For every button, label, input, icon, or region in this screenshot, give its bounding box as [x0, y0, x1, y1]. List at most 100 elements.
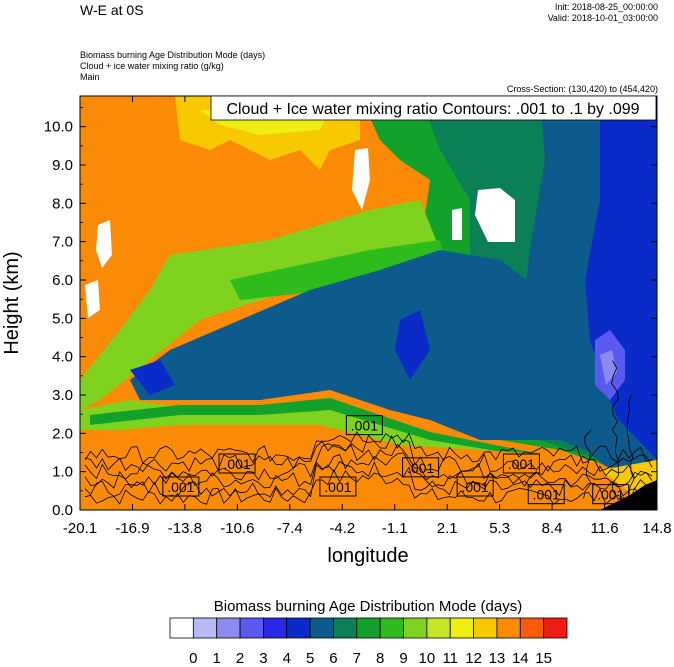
- contour-label-box: [162, 476, 200, 497]
- shading-band-14-bottom: [80, 440, 657, 510]
- colorbar-label: 4: [283, 650, 291, 667]
- colorbar-swatch: [403, 617, 428, 639]
- contour-label: .001: [462, 479, 489, 495]
- shading-band-0-b: [85, 280, 100, 318]
- y-axis-ticks: 0.0 1.0 2.0 3.0 4.0 5.0 6.0 7.0 8.0 9.0 10.0: [44, 107, 657, 519]
- contour-label-box: [592, 484, 630, 505]
- x-tick-label: -4.2: [329, 520, 355, 537]
- contour-title: Cloud + Ice water mixing ratio Contours:…: [226, 101, 639, 118]
- colorbar-swatch: [449, 617, 474, 639]
- y-tick-label: 6.0: [52, 272, 73, 289]
- shading-band-0-c: [352, 148, 370, 210]
- colorbar-swatch: [333, 617, 358, 639]
- valid-time: Valid: 2018-10-01_03:00:00: [547, 13, 658, 23]
- contour-title-box: [210, 95, 657, 121]
- contour-labels: .001 .001 .001 .001 .001 .001 .001 .001 .001: [162, 415, 630, 505]
- x-tick-label: -7.4: [277, 520, 303, 537]
- contour-label-box: [345, 415, 383, 436]
- colorbar-label: 13: [489, 650, 506, 667]
- desc-line-2: Cloud + ice water mixing ratio (g/kg): [80, 61, 224, 71]
- contour-label: .001: [324, 479, 351, 495]
- contour-line: [84, 443, 653, 481]
- colorbar-label: 12: [465, 650, 482, 667]
- colorbar-swatch: [379, 617, 404, 639]
- contour-label-box: [319, 476, 357, 497]
- cross-section-label: Cross-Section: (130,420) to (454,420): [506, 84, 658, 94]
- colorbar-label: 0: [189, 650, 197, 667]
- contour-line: [84, 452, 653, 489]
- colorbar-label: 2: [236, 650, 244, 667]
- y-tick-label: 1.0: [52, 464, 73, 481]
- colorbar-label: 10: [419, 650, 436, 667]
- x-tick-label: -16.9: [115, 520, 149, 537]
- colorbar-label: 7: [353, 650, 361, 667]
- colorbar: [169, 617, 568, 639]
- x-tick-label: 2.1: [437, 520, 458, 537]
- y-tick-label: 2.0: [52, 425, 73, 442]
- colorbar-swatch: [496, 617, 521, 639]
- contour-label-box: [402, 457, 440, 478]
- contour-label: .001: [407, 460, 434, 476]
- x-tick-label: 11.6: [590, 520, 618, 537]
- colorbar-swatch: [286, 617, 311, 639]
- colorbar-label: 3: [259, 650, 267, 667]
- colorbar-label: 9: [399, 650, 407, 667]
- age-shading-field: [80, 96, 657, 510]
- contour-line: [84, 434, 653, 473]
- colorbar-swatch: [192, 617, 218, 639]
- contour-label: .001: [508, 456, 535, 472]
- contour-label: .001: [223, 456, 250, 472]
- colorbar-swatch: [309, 617, 334, 639]
- contour-line-vertical: [627, 394, 635, 495]
- colorbar-label: 8: [376, 650, 384, 667]
- contour-line-vertical: [611, 360, 619, 499]
- y-tick-label: 9.0: [52, 157, 73, 174]
- x-tick-label: -13.8: [168, 520, 202, 537]
- y-tick-label: 10.0: [44, 119, 73, 136]
- shading-band-6-layer: [130, 250, 657, 480]
- colorbar-labels: 0 1 2 3 4 5 6 7 8 9 10 11 12 13 14 15: [189, 650, 552, 667]
- shading-band-5-patch-b: [395, 310, 430, 380]
- colorbar-swatch: [519, 617, 545, 639]
- x-tick-label: 5.3: [489, 520, 510, 537]
- shading-band-0-d: [475, 188, 515, 242]
- colorbar-swatch: [356, 617, 381, 639]
- shading-band-10: [80, 200, 440, 410]
- colorbar-label: 1: [213, 650, 221, 667]
- shading-band-10-lower: [80, 400, 657, 495]
- contour-label: .001: [167, 479, 194, 495]
- y-tick-label: 0.0: [52, 502, 73, 519]
- colorbar-swatch: [169, 617, 194, 639]
- plot-title: W-E at 0S: [80, 2, 144, 18]
- colorbar-swatch: [216, 617, 241, 639]
- colorbar-swatch: [263, 617, 288, 639]
- colorbar-swatch: [426, 617, 451, 639]
- shading-band-5: [585, 96, 657, 500]
- colorbar-label: 14: [512, 650, 529, 667]
- x-tick-label: -1.1: [382, 520, 408, 537]
- contour-label-box: [218, 453, 256, 474]
- contour-label: .001: [533, 487, 560, 503]
- cloud-contour-lines: [84, 360, 653, 505]
- colorbar-swatch: [239, 617, 264, 639]
- y-axis-label: Height (km): [1, 251, 23, 354]
- shading-band-0-a: [96, 220, 112, 268]
- terrain-mask: [600, 480, 657, 510]
- desc-line-1: Biomass burning Age Distribution Mode (d…: [80, 50, 266, 60]
- colorbar-title: Biomass burning Age Distribution Mode (d…: [214, 598, 522, 615]
- contour-line-vertical: [583, 429, 592, 499]
- contour-label-box: [502, 453, 540, 474]
- colorbar-swatch: [473, 617, 498, 639]
- shading-band-9: [230, 240, 445, 300]
- init-time: Init: 2018-08-25_00:00:00: [554, 2, 658, 12]
- contour-line: [84, 469, 653, 505]
- colorbar-label: 5: [306, 650, 314, 667]
- y-tick-label: 4.0: [52, 349, 73, 366]
- y-tick-label: 7.0: [52, 234, 73, 251]
- colorbar-label: 11: [442, 650, 458, 667]
- shading-band-0-e: [452, 208, 462, 240]
- contour-line: [84, 461, 653, 498]
- contour-label: .001: [351, 418, 378, 434]
- x-tick-label: -10.6: [220, 520, 254, 537]
- contour-label-box: [527, 484, 565, 505]
